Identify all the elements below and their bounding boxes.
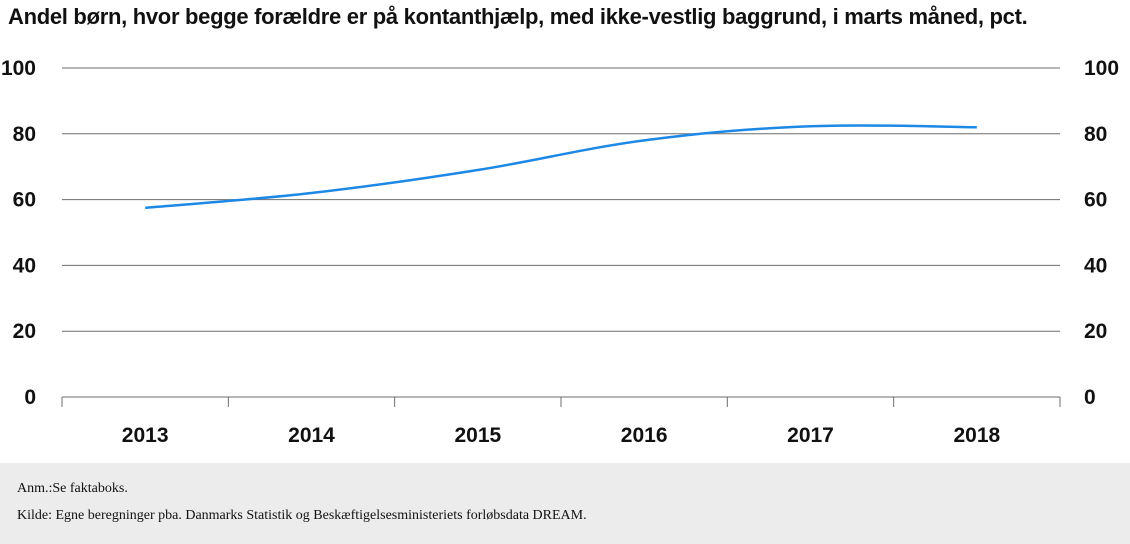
- y2-tick-label: 100: [1084, 57, 1119, 80]
- y-tick-label: 100: [1, 57, 36, 80]
- x-tick-label: 2015: [454, 424, 501, 447]
- y-tick-label: 0: [24, 386, 36, 409]
- y2-tick-label: 60: [1084, 189, 1107, 212]
- series-line-0: [145, 124, 977, 210]
- source-note: Kilde: Egne beregninger pba. Danmarks St…: [17, 508, 587, 523]
- y-tick-label: 80: [13, 123, 36, 146]
- chart-title: Andel børn, hvor begge forældre er på ko…: [8, 4, 1028, 29]
- gridlines: [62, 67, 1060, 332]
- y-tick-label: 20: [13, 320, 36, 343]
- footnote: Anm.:Se faktaboks.: [17, 481, 128, 496]
- y-tick-label: 60: [13, 189, 36, 212]
- series-group: [145, 124, 977, 210]
- x-tick-label: 2017: [787, 424, 834, 447]
- y2-tick-label: 80: [1084, 123, 1107, 146]
- x-tick-label: 2018: [953, 424, 1000, 447]
- y2-tick-label: 40: [1084, 254, 1107, 277]
- x-tick-label: 2014: [288, 424, 335, 447]
- x-tick-label: 2016: [621, 424, 668, 447]
- y-axis-left: 0 20 40 60 80 100: [1, 57, 36, 409]
- x-tick-label: 2013: [122, 424, 169, 447]
- x-axis: 2013 2014 2015 2016 2017 2018: [61, 396, 1061, 447]
- y-axis-right: 0 20 40 60 80 100: [1084, 57, 1119, 409]
- y2-tick-label: 20: [1084, 320, 1107, 343]
- y2-tick-label: 0: [1084, 386, 1096, 409]
- y-tick-label: 40: [13, 254, 36, 277]
- chart-footer: Anm.:Se faktaboks. Kilde: Egne beregning…: [0, 463, 1130, 544]
